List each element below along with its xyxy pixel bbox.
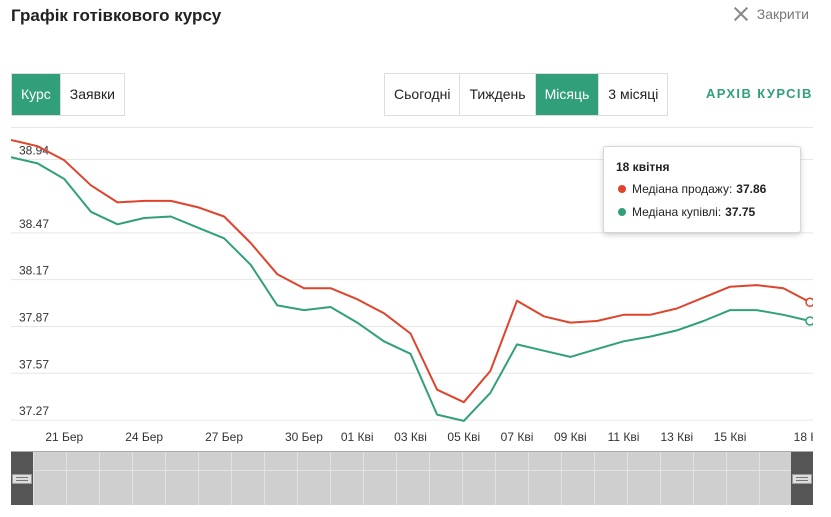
navigator-grid-line bbox=[462, 452, 463, 505]
close-button[interactable]: Закрити bbox=[733, 6, 809, 22]
close-icon bbox=[733, 6, 749, 22]
navigator-grid-line bbox=[660, 452, 661, 505]
navigator-left-handle[interactable] bbox=[11, 452, 33, 505]
y-tick-label: 38.94 bbox=[19, 143, 49, 157]
x-tick-label: 11 Кві bbox=[608, 430, 640, 444]
tab-rate[interactable]: Курс bbox=[12, 74, 61, 115]
tab-requests[interactable]: Заявки bbox=[60, 74, 125, 115]
buy-series-line bbox=[11, 156, 811, 422]
navigator-grid-line bbox=[495, 452, 496, 505]
navigator-right-handle[interactable] bbox=[791, 452, 813, 505]
navigator-grid-line bbox=[528, 452, 529, 505]
x-tick-label: 01 Кві bbox=[341, 430, 374, 444]
x-tick-label: 30 Бер bbox=[285, 430, 323, 444]
x-tick-label: 18 Кві bbox=[794, 430, 813, 444]
tooltip-date: 18 квітня bbox=[616, 160, 670, 174]
navigator-grid-line bbox=[66, 452, 67, 505]
navigator-grid-line bbox=[396, 452, 397, 505]
close-label: Закрити bbox=[756, 6, 809, 22]
y-tick-label: 37.27 bbox=[19, 404, 49, 418]
navigator-grid-line bbox=[627, 452, 628, 505]
range-navigator[interactable] bbox=[11, 451, 813, 505]
navigator-grid-line bbox=[759, 452, 760, 505]
x-tick-label: 03 Кві bbox=[394, 430, 427, 444]
navigator-grid-line bbox=[132, 452, 133, 505]
x-tick-label: 09 Кві bbox=[554, 430, 587, 444]
navigator-grid-line bbox=[561, 452, 562, 505]
tooltip-buy-value: 37.75 bbox=[725, 205, 756, 219]
navigator-grid-line bbox=[726, 452, 727, 505]
page-title: Графік готівкового курсу bbox=[11, 6, 222, 25]
rate-chart[interactable]: 38.94 38.47 38.17 37.87 37.57 37.27 21 Бер 24 Б… bbox=[11, 127, 813, 453]
navigator-grid-line bbox=[363, 452, 364, 505]
navigator-grid-line bbox=[693, 452, 694, 505]
sell-dot-icon bbox=[618, 185, 626, 193]
chart-canvas[interactable]: 38.94 38.47 38.17 37.87 37.57 37.27 21 Бер 24 Б… bbox=[11, 128, 813, 453]
y-tick-label: 37.87 bbox=[19, 310, 49, 324]
navigator-grid-line bbox=[594, 452, 595, 505]
tooltip-buy-label: Медіана купівлі: bbox=[632, 205, 722, 219]
y-tick-label: 37.57 bbox=[19, 357, 49, 371]
tab-month[interactable]: Місяць bbox=[535, 74, 600, 115]
sell-series-line bbox=[11, 139, 811, 404]
navigator-band bbox=[33, 470, 791, 471]
tooltip-buy-row: Медіана купівлі: 37.75 bbox=[618, 205, 755, 219]
x-tick-label: 24 Бер bbox=[125, 430, 163, 444]
archive-link[interactable]: АРХІВ КУРСІВ bbox=[706, 86, 813, 101]
tooltip-sell-label: Медіана продажу: bbox=[632, 182, 733, 196]
grip-icon bbox=[792, 474, 812, 484]
period-tabs: Сьогодні Тиждень Місяць 3 місяці bbox=[384, 73, 669, 116]
y-tick-label: 38.17 bbox=[19, 264, 49, 278]
buy-dot-icon bbox=[618, 208, 626, 216]
x-tick-label: 07 Кві bbox=[501, 430, 534, 444]
navigator-grid-line bbox=[33, 452, 34, 505]
buy-hover-marker bbox=[805, 316, 813, 326]
tab-today[interactable]: Сьогодні bbox=[385, 74, 461, 115]
navigator-grid bbox=[33, 452, 793, 505]
chart-tooltip: 18 квітня Медіана продажу: 37.86 Медіана… bbox=[603, 146, 801, 233]
navigator-grid-line bbox=[330, 452, 331, 505]
x-tick-label: 15 Кві bbox=[714, 430, 747, 444]
tab-week[interactable]: Тиждень bbox=[460, 74, 536, 115]
sell-hover-marker bbox=[805, 297, 813, 308]
navigator-grid-line bbox=[297, 452, 298, 505]
x-tick-label: 21 Бер bbox=[45, 430, 83, 444]
view-tabs: Курс Заявки bbox=[11, 73, 126, 116]
tooltip-sell-value: 37.86 bbox=[736, 182, 767, 196]
y-tick-label: 38.47 bbox=[19, 217, 49, 231]
navigator-grid-line bbox=[264, 452, 265, 505]
navigator-grid-line bbox=[165, 452, 166, 505]
tooltip-sell-row: Медіана продажу: 37.86 bbox=[618, 182, 766, 196]
x-tick-label: 05 Кві bbox=[447, 430, 480, 444]
navigator-grid-line bbox=[198, 452, 199, 505]
x-tick-label: 13 Кві bbox=[660, 430, 693, 444]
navigator-grid-line bbox=[99, 452, 100, 505]
grip-icon bbox=[12, 474, 32, 484]
navigator-grid-line bbox=[429, 452, 430, 505]
x-tick-label: 27 Бер bbox=[205, 430, 243, 444]
tab-3-months[interactable]: 3 місяці bbox=[599, 74, 668, 115]
navigator-grid-line bbox=[231, 452, 232, 505]
